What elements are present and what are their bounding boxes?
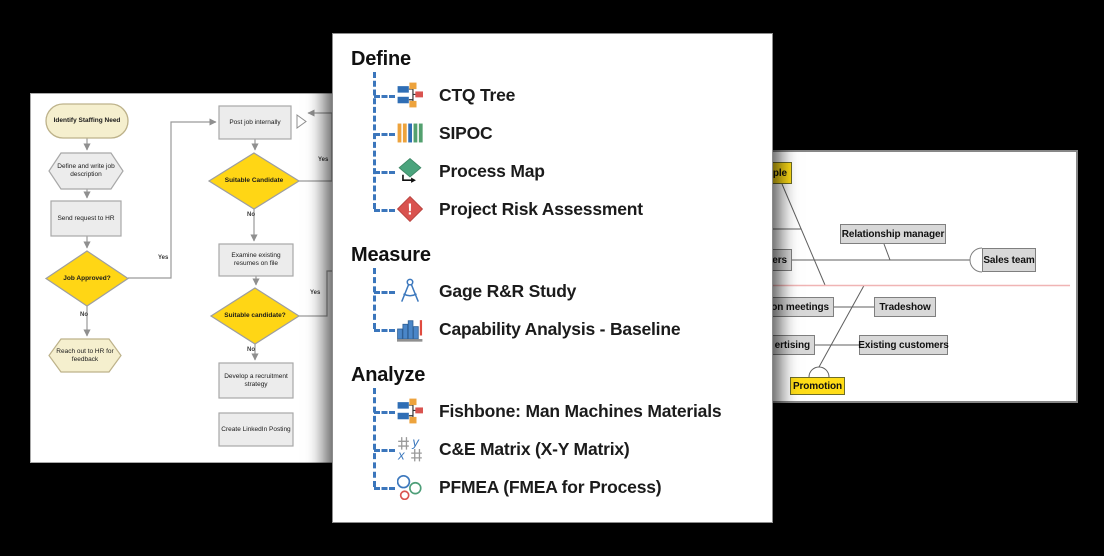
fishbone-icon <box>397 398 423 424</box>
tool-label: PFMEA (FMEA for Process) <box>439 476 662 497</box>
flowchart-panel: Identify Staffing Need Define and write … <box>30 93 345 463</box>
tree-branch <box>374 487 395 490</box>
tool-item-project-risk[interactable]: ! Project Risk Assessment <box>349 190 772 228</box>
edge-label-no: No <box>247 347 255 353</box>
edge-label-no: No <box>247 212 255 218</box>
flow-node-shape-post-job[interactable] <box>218 105 292 140</box>
flowchart-canvas <box>44 103 342 447</box>
edge-label-yes: Yes <box>158 255 169 261</box>
process-map-icon <box>397 158 423 184</box>
tool-label: Process Map <box>439 160 545 181</box>
flow-node-shape-develop[interactable] <box>218 362 294 399</box>
measure-tree: Gage R&R Study Ca <box>349 268 772 348</box>
flow-node-shape-define-job[interactable] <box>48 152 124 190</box>
tool-item-gage-rr[interactable]: Gage R&R Study <box>349 272 772 310</box>
flow-node-shape-suitable-candidate[interactable] <box>207 152 301 210</box>
flow-node-shape-linkedin[interactable] <box>218 412 294 447</box>
define-tree: CTQ Tree SIPOC <box>349 72 772 228</box>
fishbone-canvas <box>768 183 1070 378</box>
fishbone-branch-line <box>781 183 826 286</box>
section-heading-define: Define <box>351 48 411 70</box>
tool-label: Gage R&R Study <box>439 280 577 301</box>
edge-label-yes: Yes <box>318 157 329 163</box>
analyze-tree: Fishbone: Man Machines Materials y x C&E… <box>349 388 772 506</box>
tool-item-cne-matrix[interactable]: y x C&E Matrix (X-Y Matrix) <box>349 430 772 468</box>
fishbone-node-advertising[interactable]: ertising <box>768 335 815 355</box>
tool-label: SIPOC <box>439 122 493 143</box>
flow-node-shape-identify[interactable] <box>45 103 129 139</box>
section-heading-analyze: Analyze <box>351 364 426 386</box>
tool-item-process-map[interactable]: Process Map <box>349 152 772 190</box>
flow-node-shape-job-approved[interactable] <box>44 250 130 307</box>
edge-label-no: No <box>80 312 88 318</box>
tool-item-pfmea[interactable]: PFMEA (FMEA for Process) <box>349 468 772 506</box>
tool-label: Fishbone: Man Machines Materials <box>439 400 722 421</box>
ctq-tree-icon <box>397 82 423 108</box>
fishbone-node-promotion[interactable]: Promotion <box>790 377 845 395</box>
tool-item-ctq-tree[interactable]: CTQ Tree <box>349 76 772 114</box>
svg-text:!: ! <box>407 201 412 218</box>
gage-icon <box>397 278 423 304</box>
tree-branch <box>374 133 395 136</box>
flow-connectors <box>83 109 342 361</box>
fishbone-node-sales-team[interactable]: Sales team <box>982 248 1036 272</box>
flow-node-shape-examine[interactable] <box>218 243 294 277</box>
tree-branch <box>374 95 395 98</box>
tool-label: CTQ Tree <box>439 84 516 105</box>
fishbone-branch-line <box>883 243 891 261</box>
fishbone-node-relationship-manager[interactable]: Relationship manager <box>840 224 946 244</box>
sipoc-icon <box>397 120 423 146</box>
tool-label: C&E Matrix (X-Y Matrix) <box>439 438 630 459</box>
fishbone-node-people[interactable]: ple <box>768 162 792 184</box>
tree-branch <box>374 411 395 414</box>
section-heading-measure: Measure <box>351 244 431 266</box>
flow-node-shape-reach-out[interactable] <box>48 338 122 373</box>
tool-item-capability[interactable]: Capability Analysis - Baseline <box>349 310 772 348</box>
tool-label: Capability Analysis - Baseline <box>439 318 681 339</box>
tree-branch <box>374 449 395 452</box>
fishbone-panel: ple ers Relationship manager Sales team … <box>766 150 1078 403</box>
pfmea-icon <box>397 474 423 500</box>
tool-item-sipoc[interactable]: SIPOC <box>349 114 772 152</box>
offpage-connector-icon[interactable] <box>296 114 307 129</box>
fishbone-node-tradeshow[interactable]: Tradeshow <box>874 297 936 317</box>
fishbone-node-existing-customers[interactable]: Existing customers <box>858 335 949 355</box>
tool-label: Project Risk Assessment <box>439 198 643 219</box>
tool-item-fishbone[interactable]: Fishbone: Man Machines Materials <box>349 392 772 430</box>
tree-branch <box>374 329 395 332</box>
flow-node-shape-suitable-candidate2[interactable] <box>209 287 301 345</box>
matrix-icon: y x <box>397 436 423 462</box>
fish-head-arc <box>969 247 983 273</box>
tree-branch <box>374 171 395 174</box>
tree-branch <box>374 209 395 212</box>
edge-label-yes: Yes <box>310 290 321 296</box>
flow-node-shape-send-request[interactable] <box>50 200 122 237</box>
fishbone-branch-line <box>818 285 865 368</box>
svg-text:y: y <box>411 436 420 450</box>
fish-head-arc <box>808 366 830 378</box>
risk-icon: ! <box>397 196 423 222</box>
fishbone-node-meetings[interactable]: on meetings <box>768 297 834 317</box>
svg-text:x: x <box>397 448 405 462</box>
toolkit-panel: Define CTQ Tree <box>332 33 773 523</box>
tree-branch <box>374 291 395 294</box>
flow-connector-yes <box>128 118 217 279</box>
fishbone-node-managers[interactable]: ers <box>768 249 792 271</box>
histogram-icon <box>397 316 423 342</box>
